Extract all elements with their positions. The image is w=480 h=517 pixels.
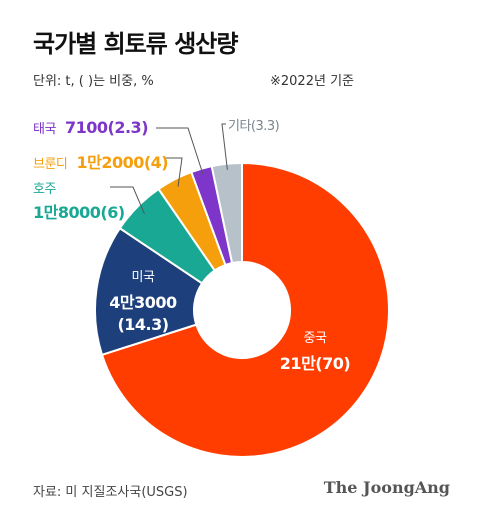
slice-value-burundi: 1만2000(4) [76,153,169,172]
chart-title: 국가별 희토류 생산량 [33,30,238,58]
slice-name-thailand: 태국 [33,122,56,137]
slice-name-australia: 호주 [33,182,56,197]
slice-name-burundi: 브룬디 [33,157,68,172]
slice-label-burundi: 브룬디 1만2000(4) [33,149,169,173]
slice-label-thailand: 태국 7100(2.3) [33,118,149,137]
slice-label-other: 기타(3.3) [228,115,280,134]
source-note: 자료: 미 지질조사국(USGS) [33,485,188,500]
slice-share-usa: (14.3) [117,315,169,334]
leader-burundi [165,157,183,187]
slice-value-other: (3.3) [250,119,280,134]
leader-other [221,123,228,170]
leader-australia [110,186,145,215]
slice-value-usa: 4만3000 [109,293,177,312]
slice-1 [94,226,204,357]
slice-0 [100,161,390,458]
slice-name-usa: 미국 [131,270,155,285]
slice-value-australia: 1만8000(6) [33,203,125,222]
unit-note: 단위: t, ( )는 비중, % [33,74,154,89]
slice-label-australia: 호주 1만8000(6) [33,178,125,223]
slice-label-china: 중국 21만(70) [270,327,360,374]
slice-5 [210,161,243,265]
brand-logo: The JoongAng [323,478,450,497]
slice-label-usa: 미국 4만3000 (14.3) [103,266,183,334]
slice-name-china: 중국 [303,331,327,346]
slice-value-thailand: 7100(2.3) [65,118,149,137]
slice-value-china: 21만(70) [279,354,351,373]
leader-thailand [156,127,204,175]
year-note: ※2022년 기준 [270,74,354,89]
slice-name-other: 기타 [228,119,251,134]
